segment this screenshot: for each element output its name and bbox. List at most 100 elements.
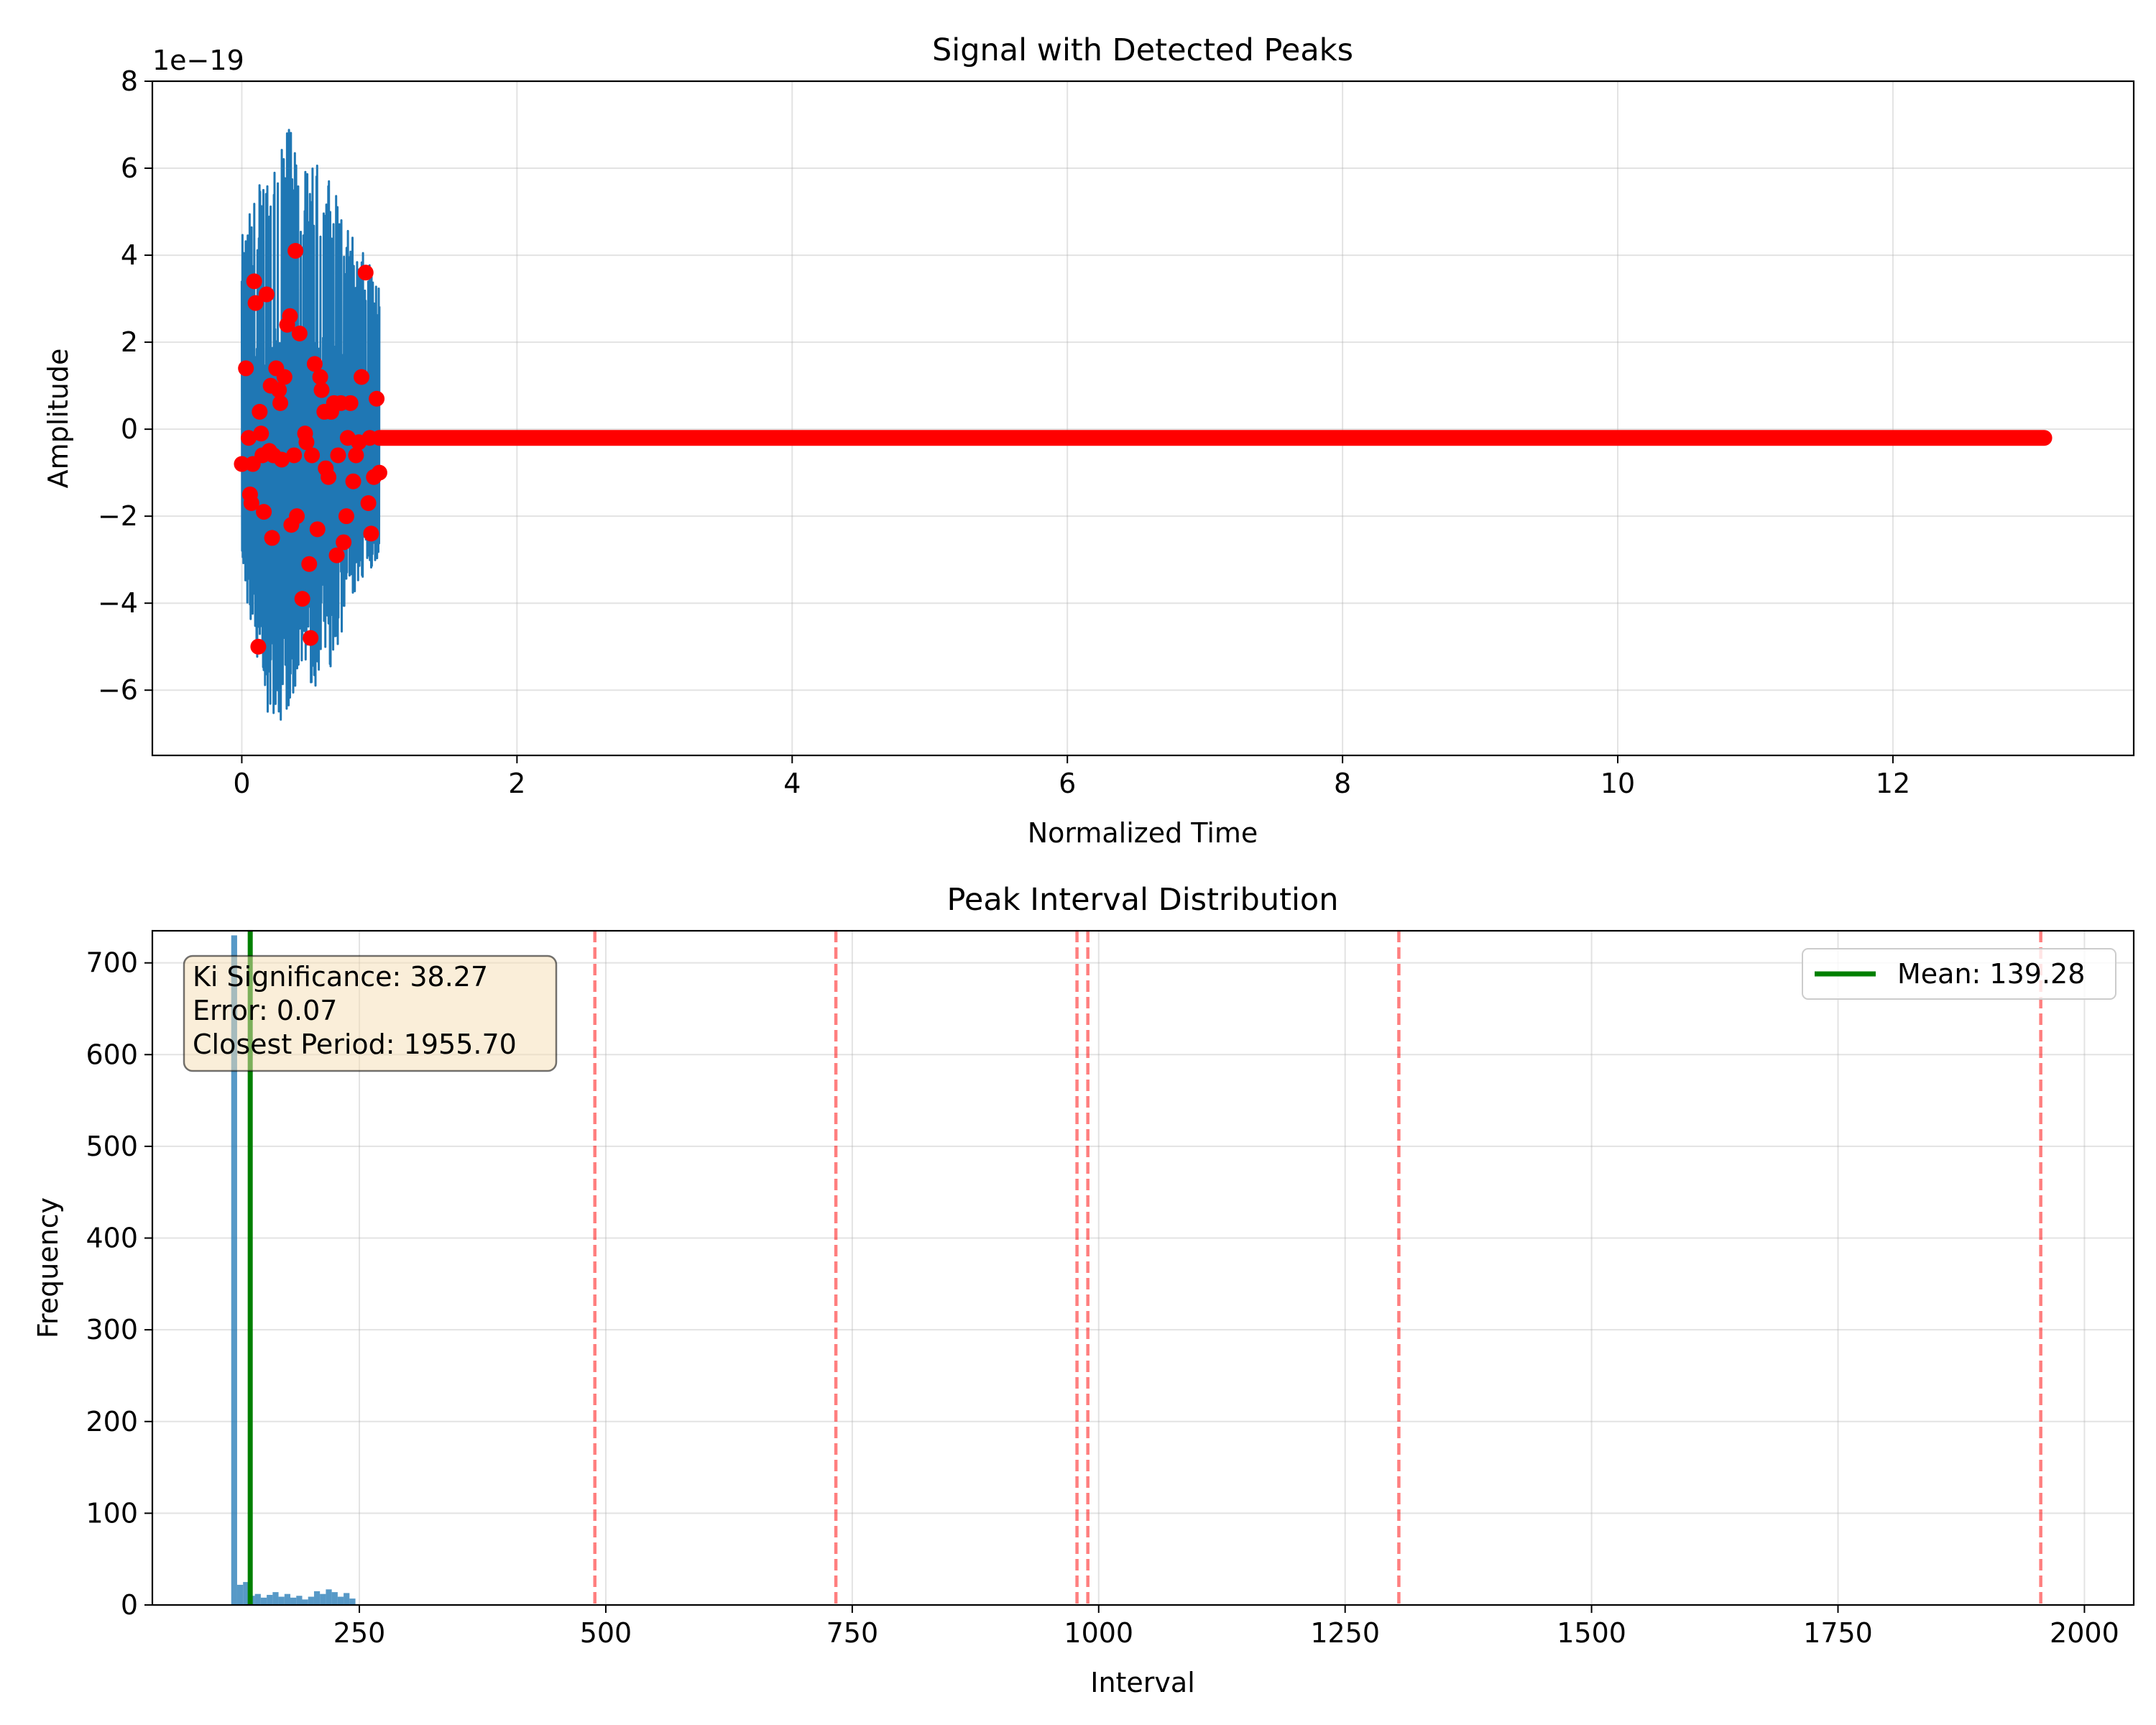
histogram-bar: [337, 1596, 344, 1605]
histogram-x-tick-label: 500: [580, 1617, 632, 1649]
peak-marker: [294, 591, 310, 607]
signal-plot-x-label: Normalized Time: [1028, 817, 1258, 849]
signal-x-tick-label: 10: [1600, 768, 1635, 799]
peak-marker: [276, 369, 292, 385]
histogram-x-tick-label: 2000: [2050, 1617, 2119, 1649]
peak-marker: [287, 243, 304, 259]
peak-marker: [371, 464, 387, 481]
signal-x-tick-label: 0: [233, 768, 250, 799]
peak-marker: [309, 521, 326, 538]
signal-y-tick-label: 0: [121, 413, 138, 445]
signal-plot-ticks: 0 2 4 6 8 10 12 −6 −4 −2 0 2 4 6 8: [98, 65, 1910, 799]
histogram-bar: [296, 1596, 303, 1605]
peak-marker: [241, 430, 257, 446]
peak-marker: [273, 451, 290, 468]
legend-box: [1802, 948, 2116, 1000]
peak-marker: [286, 447, 303, 464]
histogram-bar: [231, 935, 237, 1605]
peak-marker: [369, 390, 385, 407]
interval-histogram-ticks: 250 500 750 1000 1250 1500 1750 2000 0 100 200 300 4…: [86, 947, 2119, 1649]
interval-histogram-x-label: Interval: [1090, 1667, 1195, 1698]
peak-marker: [306, 356, 323, 372]
peak-marker: [271, 382, 287, 398]
peak-marker: [250, 638, 267, 655]
peak-marker: [361, 430, 378, 446]
peak-marker: [238, 360, 254, 377]
peak-marker: [256, 504, 272, 520]
peak-marker: [252, 403, 268, 420]
histogram-y-tick-label: 100: [86, 1497, 138, 1529]
peak-marker: [348, 447, 364, 464]
peak-marker: [272, 395, 289, 411]
signal-plot-y-offset-label: 1e−19: [152, 45, 244, 76]
signal-y-tick-label: 2: [121, 326, 138, 358]
signal-y-tick-label: 6: [121, 152, 138, 184]
histogram-x-tick-label: 250: [333, 1617, 386, 1649]
histogram-y-tick-label: 400: [86, 1223, 138, 1254]
peak-marker: [328, 547, 345, 564]
signal-x-tick-label: 12: [1876, 768, 1910, 799]
histogram-bar: [302, 1599, 308, 1605]
peak-marker: [303, 630, 319, 646]
peak-marker: [357, 264, 374, 281]
signal-plot-frame: [151, 80, 2135, 757]
histogram-bar: [243, 1582, 249, 1605]
signal-y-tick-label: −4: [98, 587, 138, 619]
peak-marker: [313, 382, 330, 398]
interval-histogram-plot: 250 500 750 1000 1250 1500 1750 2000 0 100 200 300 4…: [32, 882, 2135, 1698]
signal-y-tick-label: −2: [98, 500, 138, 532]
histogram-x-tick-label: 1750: [1803, 1617, 1873, 1649]
histogram-bar: [272, 1592, 279, 1605]
peak-marker: [338, 508, 354, 525]
histogram-x-tick-label: 1250: [1310, 1617, 1380, 1649]
histogram-bar: [278, 1596, 285, 1605]
histogram-y-tick-label: 700: [86, 947, 138, 979]
histogram-bar: [308, 1596, 314, 1605]
peak-marker: [363, 525, 379, 542]
interval-histogram-y-label: Frequency: [32, 1197, 64, 1338]
signal-x-tick-label: 6: [1059, 768, 1076, 799]
histogram-bar: [313, 1591, 321, 1605]
histogram-x-tick-label: 1000: [1064, 1617, 1133, 1649]
histogram-bar: [260, 1597, 267, 1605]
legend: Mean: 139.28: [1802, 948, 2116, 1000]
peak-marker: [243, 495, 259, 512]
histogram-x-tick-label: 750: [826, 1617, 879, 1649]
peak-marker: [289, 508, 305, 525]
signal-x-tick-label: 4: [783, 768, 801, 799]
signal-y-tick-label: −6: [98, 674, 138, 706]
signal-x-tick-label: 2: [508, 768, 525, 799]
histogram-y-tick-label: 600: [86, 1039, 138, 1070]
histogram-y-tick-label: 200: [86, 1406, 138, 1438]
peak-marker: [253, 426, 270, 442]
histogram-bar: [320, 1593, 326, 1605]
signal-plot: 0 2 4 6 8 10 12 −6 −4 −2 0 2 4 6 8 Signal with Detecte…: [42, 32, 2135, 849]
histogram-y-tick-label: 500: [86, 1131, 138, 1162]
stats-annotation-box: [183, 954, 558, 1072]
histogram-bar: [326, 1589, 332, 1605]
interval-histogram-title: Peak Interval Distribution: [947, 882, 1339, 918]
interval-histogram-frame: [151, 929, 2135, 1606]
peak-marker: [247, 295, 264, 311]
peak-marker: [301, 556, 318, 572]
peak-marker: [342, 395, 359, 411]
legend-mean-label: Mean: 139.28: [1897, 958, 2085, 990]
histogram-bar: [344, 1593, 350, 1605]
peak-marker: [336, 534, 352, 551]
histogram-bar: [267, 1594, 273, 1605]
histogram-x-tick-label: 1500: [1557, 1617, 1626, 1649]
peak-marker: [345, 473, 361, 489]
peak-marker: [360, 495, 377, 512]
stats-annotation: Ki Significance: 38.27 Error: 0.07 Close…: [183, 954, 558, 1072]
peak-marker: [312, 369, 328, 385]
peak-marker: [304, 447, 321, 464]
peak-marker: [291, 325, 308, 341]
histogram-bar: [284, 1593, 291, 1605]
signal-x-tick-label: 8: [1334, 768, 1351, 799]
peak-marker: [321, 469, 337, 485]
peak-marker: [258, 286, 275, 303]
stats-annotation-line-3: Closest Period: 1955.70: [193, 1029, 517, 1060]
peak-marker: [246, 273, 262, 290]
signal-y-tick-label: 8: [121, 65, 138, 97]
